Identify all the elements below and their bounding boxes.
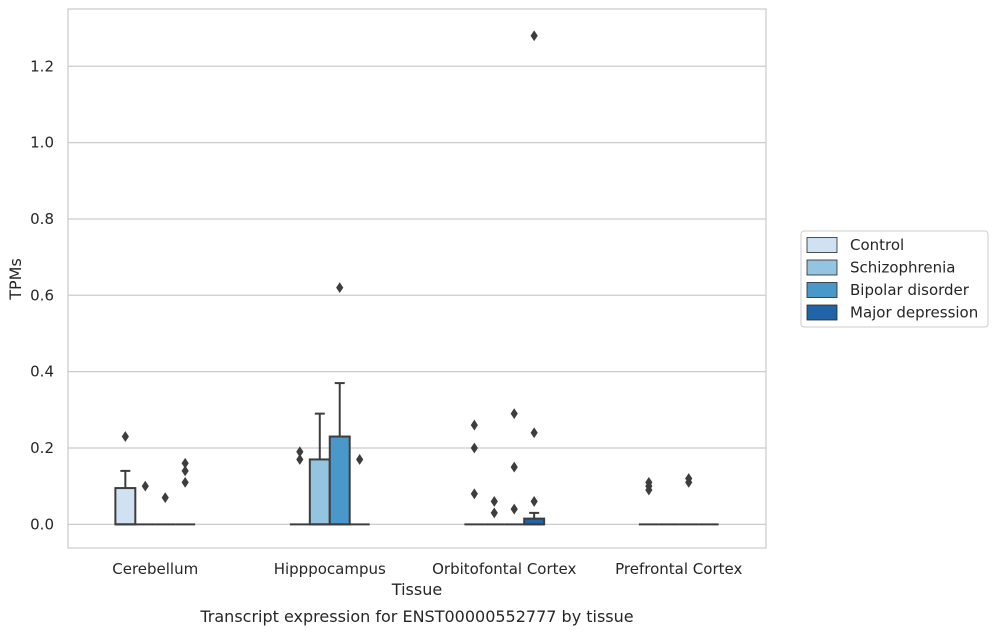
chart-caption: Transcript expression for ENST0000055277… — [199, 607, 633, 626]
box-group — [484, 496, 505, 526]
x-tick-labels: Cerebellum Hipppocampus Orbitofontal Corte… — [112, 560, 742, 578]
box-group — [349, 454, 370, 526]
outlier-point — [490, 507, 498, 519]
outlier-point — [181, 465, 189, 477]
box-group — [135, 480, 156, 526]
legend-swatch — [806, 282, 838, 298]
outlier-point — [510, 408, 518, 420]
outlier-point — [530, 427, 538, 439]
outlier-point — [161, 492, 169, 504]
y-tick-label: 0.6 — [30, 286, 54, 304]
legend: Control Schizophrenia Bipolar disorder Majo… — [800, 230, 989, 328]
grid-lines — [68, 65, 766, 525]
boxes — [114, 30, 719, 526]
legend-items: Control Schizophrenia Bipolar disorder Majo… — [806, 236, 978, 322]
box-group — [175, 457, 196, 526]
box-group — [523, 30, 546, 526]
outlier-point — [510, 503, 518, 515]
y-axis-label: TPMs — [6, 258, 25, 301]
outlier-point — [470, 419, 478, 431]
box-group — [328, 282, 351, 526]
outlier-point — [530, 30, 538, 42]
y-tick-label: 0.8 — [30, 210, 54, 228]
outlier-point — [510, 461, 518, 473]
legend-label: Control — [850, 236, 904, 254]
legend-label: Schizophrenia — [850, 259, 955, 277]
legend-frame — [800, 230, 989, 328]
outlier-point — [141, 480, 149, 492]
outlier-point — [121, 431, 129, 442]
x-axis-label: Tissue — [391, 580, 442, 599]
box-group — [504, 408, 525, 526]
box-body — [308, 458, 331, 526]
box-group — [114, 431, 137, 526]
outlier-point — [530, 496, 538, 507]
x-tick-label: Hipppocampus — [274, 560, 386, 578]
box-group — [464, 419, 485, 526]
y-tick-label: 0.0 — [30, 515, 54, 533]
box-group — [678, 473, 699, 526]
y-tick-label: 0.4 — [30, 363, 54, 381]
outlier-point — [645, 476, 653, 488]
legend-swatch — [806, 259, 838, 276]
box-group — [155, 492, 176, 526]
legend-swatch — [806, 304, 838, 321]
box-body — [328, 435, 351, 526]
y-tick-label: 0.2 — [30, 439, 54, 457]
y-tick-labels: 0.0 0.2 0.4 0.6 0.8 1.0 1.2 — [30, 57, 54, 533]
y-tick-label: 1.2 — [30, 57, 54, 75]
legend-swatch — [806, 237, 838, 253]
outlier-point — [296, 446, 304, 458]
plot-frame — [67, 8, 767, 549]
legend-label: Bipolar disorder — [850, 281, 970, 299]
outlier-point — [296, 454, 304, 465]
box-group — [289, 446, 310, 526]
legend-label: Major depression — [850, 304, 978, 322]
box-group — [638, 476, 659, 526]
outlier-point — [685, 473, 693, 484]
box-body — [114, 487, 137, 526]
outlier-point — [336, 282, 344, 294]
x-tick-label: Cerebellum — [112, 560, 198, 578]
outlier-point — [490, 496, 498, 507]
outlier-point — [181, 476, 189, 488]
outlier-point — [470, 442, 478, 454]
outlier-point — [181, 457, 189, 469]
outlier-point — [470, 488, 478, 500]
box-group — [308, 412, 331, 526]
x-tick-label: Orbitofontal Cortex — [432, 560, 576, 578]
x-tick-label: Prefrontal Cortex — [615, 560, 742, 578]
y-tick-label: 1.0 — [30, 134, 54, 152]
outlier-point — [356, 454, 364, 465]
